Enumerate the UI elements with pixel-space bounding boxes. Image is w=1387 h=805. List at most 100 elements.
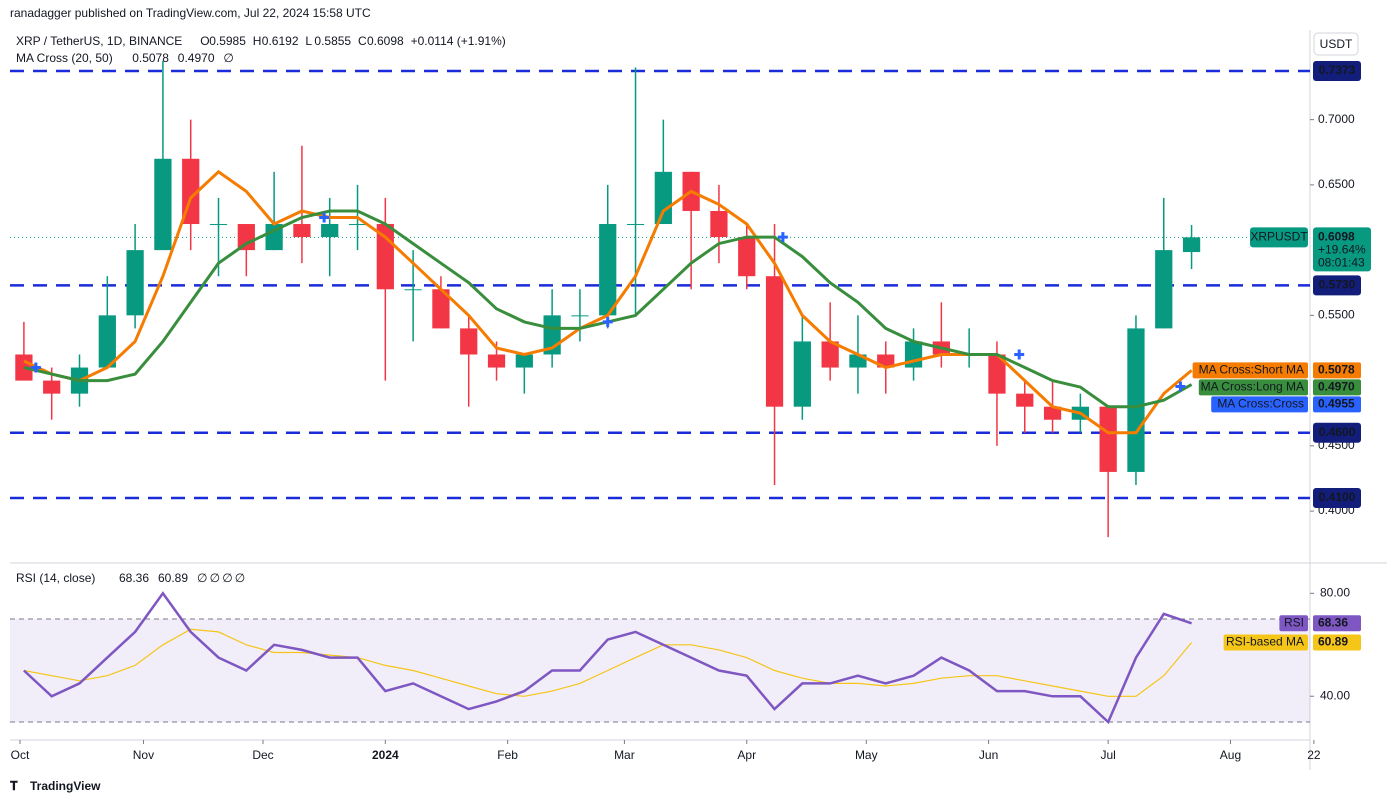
candle-body <box>460 328 478 355</box>
x-tick-label: Oct <box>11 748 30 762</box>
label-name-box <box>1223 634 1308 651</box>
label-value-box <box>1313 362 1361 379</box>
candle-body <box>487 354 506 368</box>
x-tick-label: 22 <box>1307 748 1321 762</box>
level-label-box <box>1313 488 1361 509</box>
label-name: MA Cross:Cross <box>1217 397 1304 411</box>
candle-body <box>765 276 784 407</box>
footer-logo: TradingView <box>30 779 101 793</box>
label-name-box <box>1211 396 1308 413</box>
candle-body <box>293 224 311 238</box>
candle-body <box>404 289 422 291</box>
candle-body <box>265 224 283 251</box>
legend-value: 0.6192 <box>262 34 299 48</box>
candle-body <box>793 341 811 407</box>
label-name-box <box>1279 615 1308 632</box>
legend-key: C <box>358 34 367 48</box>
x-tick-label: May <box>855 748 878 762</box>
indicator-value: 0.5078 <box>132 51 169 65</box>
rsi-title: RSI (14, close) <box>16 571 95 585</box>
candle-body <box>154 158 172 251</box>
candle-body <box>571 315 589 317</box>
candle-body <box>126 250 144 316</box>
candle-body <box>1099 406 1117 472</box>
candle-body <box>43 380 61 394</box>
symbol-label: XRPUSDT <box>1250 230 1308 244</box>
indicator-title: MA Cross (20, 50) <box>16 51 113 65</box>
x-tick-label: Nov <box>133 748 154 762</box>
y-tick-label: 40.00 <box>1320 688 1350 702</box>
candle-body <box>432 289 450 329</box>
candle-body <box>654 171 672 225</box>
x-tick-label: Dec <box>252 748 273 762</box>
legend-key: O <box>200 34 209 48</box>
x-tick-label: Aug <box>1220 748 1241 762</box>
header: ranadagger published on TradingView.com,… <box>10 6 371 20</box>
rsi-legend-value: 68.36 <box>119 571 149 585</box>
level-label-box <box>1313 60 1361 81</box>
rsi-legend-value: ∅ <box>222 571 232 585</box>
candles <box>15 60 1201 538</box>
level-label: 0.7373 <box>1319 63 1356 77</box>
countdown: 08:01:43 <box>1318 256 1365 270</box>
x-tick-label: Feb <box>497 748 518 762</box>
label-value: 0.4955 <box>1318 397 1355 411</box>
candle-body <box>821 341 839 368</box>
x-tick-label: Apr <box>737 748 756 762</box>
candle-body <box>348 224 367 226</box>
rsi-line <box>23 591 1193 725</box>
x-tick-label: 2024 <box>372 748 399 762</box>
price-label-box <box>1313 227 1371 272</box>
rsi-legend-value: 60.89 <box>158 571 188 585</box>
candle-body <box>209 224 228 226</box>
ma-cross-marker <box>319 212 330 223</box>
label-name: MA Cross:Short MA <box>1199 363 1304 377</box>
candle-body <box>710 210 728 238</box>
candle-body <box>1182 237 1201 253</box>
ma-cross-marker <box>777 232 788 243</box>
rsi-legend-value: ∅ <box>210 571 220 585</box>
legend-value: +0.0114 (+1.91%) <box>411 34 506 48</box>
label-name: MA Cross:Long MA <box>1201 380 1304 394</box>
label-value-box <box>1313 396 1361 413</box>
legend-value: 0.6098 <box>367 34 404 48</box>
label-value-box <box>1313 379 1361 396</box>
label-name-box <box>1198 379 1308 396</box>
label-name: RSI-based MA <box>1226 635 1304 649</box>
label-name: RSI <box>1284 615 1304 629</box>
level-label: 0.4100 <box>1319 490 1356 504</box>
label-value: 68.36 <box>1318 615 1348 629</box>
candle-body <box>98 315 116 368</box>
candle-body <box>1127 328 1145 472</box>
candle-body <box>599 224 617 316</box>
level-label-box <box>1313 422 1361 443</box>
ma-cross-marker <box>30 362 41 373</box>
symbol-label-box <box>1250 227 1308 248</box>
rsi-line <box>23 628 1193 697</box>
legend-value: 0.5855 <box>314 34 351 48</box>
ma-cross-marker <box>1014 349 1025 360</box>
label-value: 0.5078 <box>1318 363 1355 377</box>
candle-body <box>237 224 255 251</box>
indicator-value: ∅ <box>223 51 233 65</box>
y-tick-label: 0.7000 <box>1318 112 1355 126</box>
candle-body <box>1016 393 1034 407</box>
ma-cross-marker <box>602 316 613 327</box>
legend-key: L <box>305 34 312 48</box>
y-tick-label: 0.6500 <box>1318 177 1355 191</box>
level-label: 0.4600 <box>1319 425 1356 439</box>
label-value: 0.4970 <box>1318 380 1355 394</box>
candle-body <box>1155 250 1173 329</box>
logo-mark: 𝐓 <box>10 779 18 793</box>
label-value-box <box>1313 634 1361 651</box>
candle-body <box>321 224 339 238</box>
candle-body <box>738 237 756 277</box>
label-value: 60.89 <box>1318 635 1348 649</box>
candle-body <box>626 224 645 226</box>
currency-box[interactable] <box>1313 32 1359 56</box>
level-label: 0.5730 <box>1319 278 1356 292</box>
label-name-box <box>1192 362 1308 379</box>
rsi-legend-value: ∅ <box>235 571 245 585</box>
candle-body <box>988 354 1006 394</box>
